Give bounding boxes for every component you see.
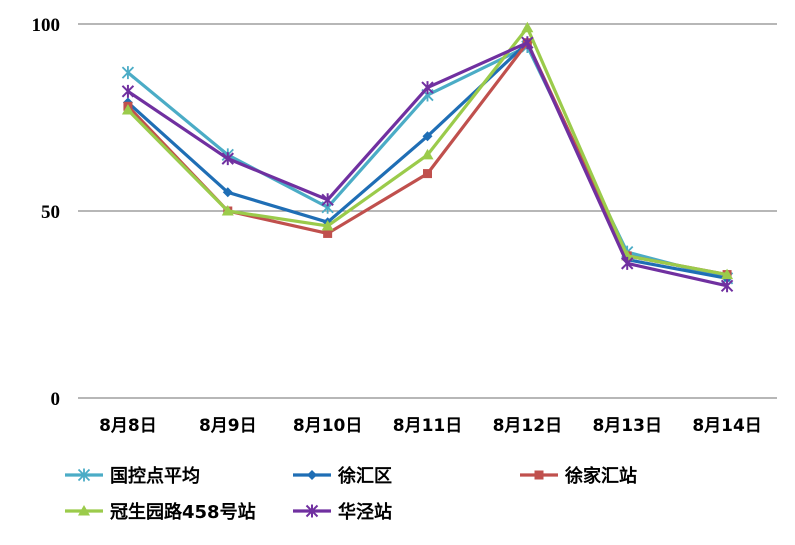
- legend-marker: [534, 470, 544, 480]
- x-tick-label: 8月12日: [493, 416, 563, 436]
- x-tick-label: 8月9日: [199, 416, 257, 436]
- legend-label: 徐汇区: [337, 465, 392, 487]
- x-tick-label: 8月13日: [592, 416, 662, 436]
- legend-item: 华泾站: [293, 501, 392, 523]
- y-axis-ticks: 0 50 100: [32, 15, 61, 410]
- data-point: [221, 152, 234, 166]
- gridlines: [78, 23, 777, 399]
- data-point: [121, 66, 135, 80]
- data-point: [121, 104, 134, 115]
- legend-item: 冠生园路458号站: [65, 501, 256, 523]
- data-point: [323, 228, 333, 238]
- x-axis-ticks: 8月8日 8月9日 8月10日 8月11日 8月12日 8月13日 8月14日: [99, 416, 762, 436]
- data-point: [521, 21, 534, 33]
- x-tick-label: 8月14日: [692, 416, 762, 436]
- data-point: [720, 279, 734, 293]
- legend-marker: [307, 470, 317, 480]
- data-point: [121, 84, 135, 98]
- y-tick-label: 100: [32, 15, 61, 36]
- data-point: [721, 268, 734, 280]
- legend-item: 徐家汇站: [520, 465, 637, 487]
- legend-marker: [305, 504, 319, 518]
- data-point: [321, 219, 334, 231]
- legend-marker: [77, 468, 91, 482]
- series-group: [121, 21, 734, 293]
- data-point: [221, 205, 234, 216]
- data-point: [621, 256, 634, 270]
- series-1: [122, 37, 733, 284]
- y-tick-label: 0: [51, 389, 61, 410]
- data-point: [321, 193, 334, 207]
- data-point: [421, 148, 434, 160]
- data-point: [421, 81, 434, 95]
- legend-label: 国控点平均: [110, 465, 200, 487]
- legend-item: 国控点平均: [65, 465, 200, 487]
- data-point: [521, 36, 534, 50]
- legend-label: 冠生园路458号站: [110, 501, 256, 523]
- data-point: [422, 131, 433, 142]
- legend-label: 华泾站: [338, 501, 392, 523]
- x-tick-label: 8月11日: [393, 416, 463, 436]
- data-point: [423, 169, 432, 179]
- x-tick-label: 8月10日: [293, 416, 363, 436]
- series-line: [126, 41, 728, 280]
- series-4: [121, 36, 734, 293]
- series-line: [127, 41, 728, 288]
- legend-marker: [78, 505, 90, 516]
- series-0: [121, 39, 734, 285]
- data-point: [222, 187, 233, 198]
- legend-item: 徐汇区: [293, 465, 392, 487]
- y-tick-label: 50: [41, 202, 60, 223]
- legend-label: 徐家汇站: [564, 465, 637, 487]
- series-3: [121, 21, 734, 280]
- x-tick-label: 8月8日: [99, 416, 157, 436]
